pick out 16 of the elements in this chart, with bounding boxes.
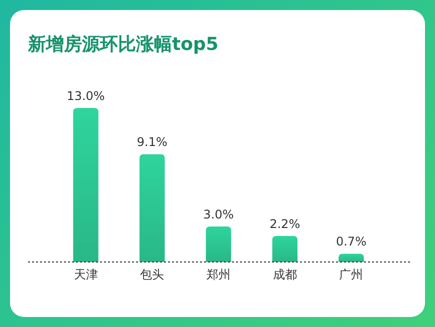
data-label: 9.1% — [136, 135, 168, 150]
data-label: 2.2% — [270, 216, 300, 231]
bar — [206, 226, 232, 262]
bar — [272, 236, 298, 262]
data-label: 3.0% — [203, 207, 234, 222]
x-tick-label: 成都 — [272, 268, 297, 282]
x-tick-label: 天津 — [74, 268, 98, 282]
x-tick-label: 郑州 — [206, 268, 230, 282]
x-tick-label: 包头 — [140, 268, 164, 282]
data-label: 0.7% — [336, 234, 366, 249]
bar — [73, 108, 98, 262]
bar — [338, 254, 364, 262]
data-label: 13.0% — [66, 89, 105, 103]
x-tick-label: 广州 — [339, 268, 364, 282]
bar — [140, 154, 165, 262]
chart-title: 新增房源环比涨幅top5 — [27, 34, 218, 55]
